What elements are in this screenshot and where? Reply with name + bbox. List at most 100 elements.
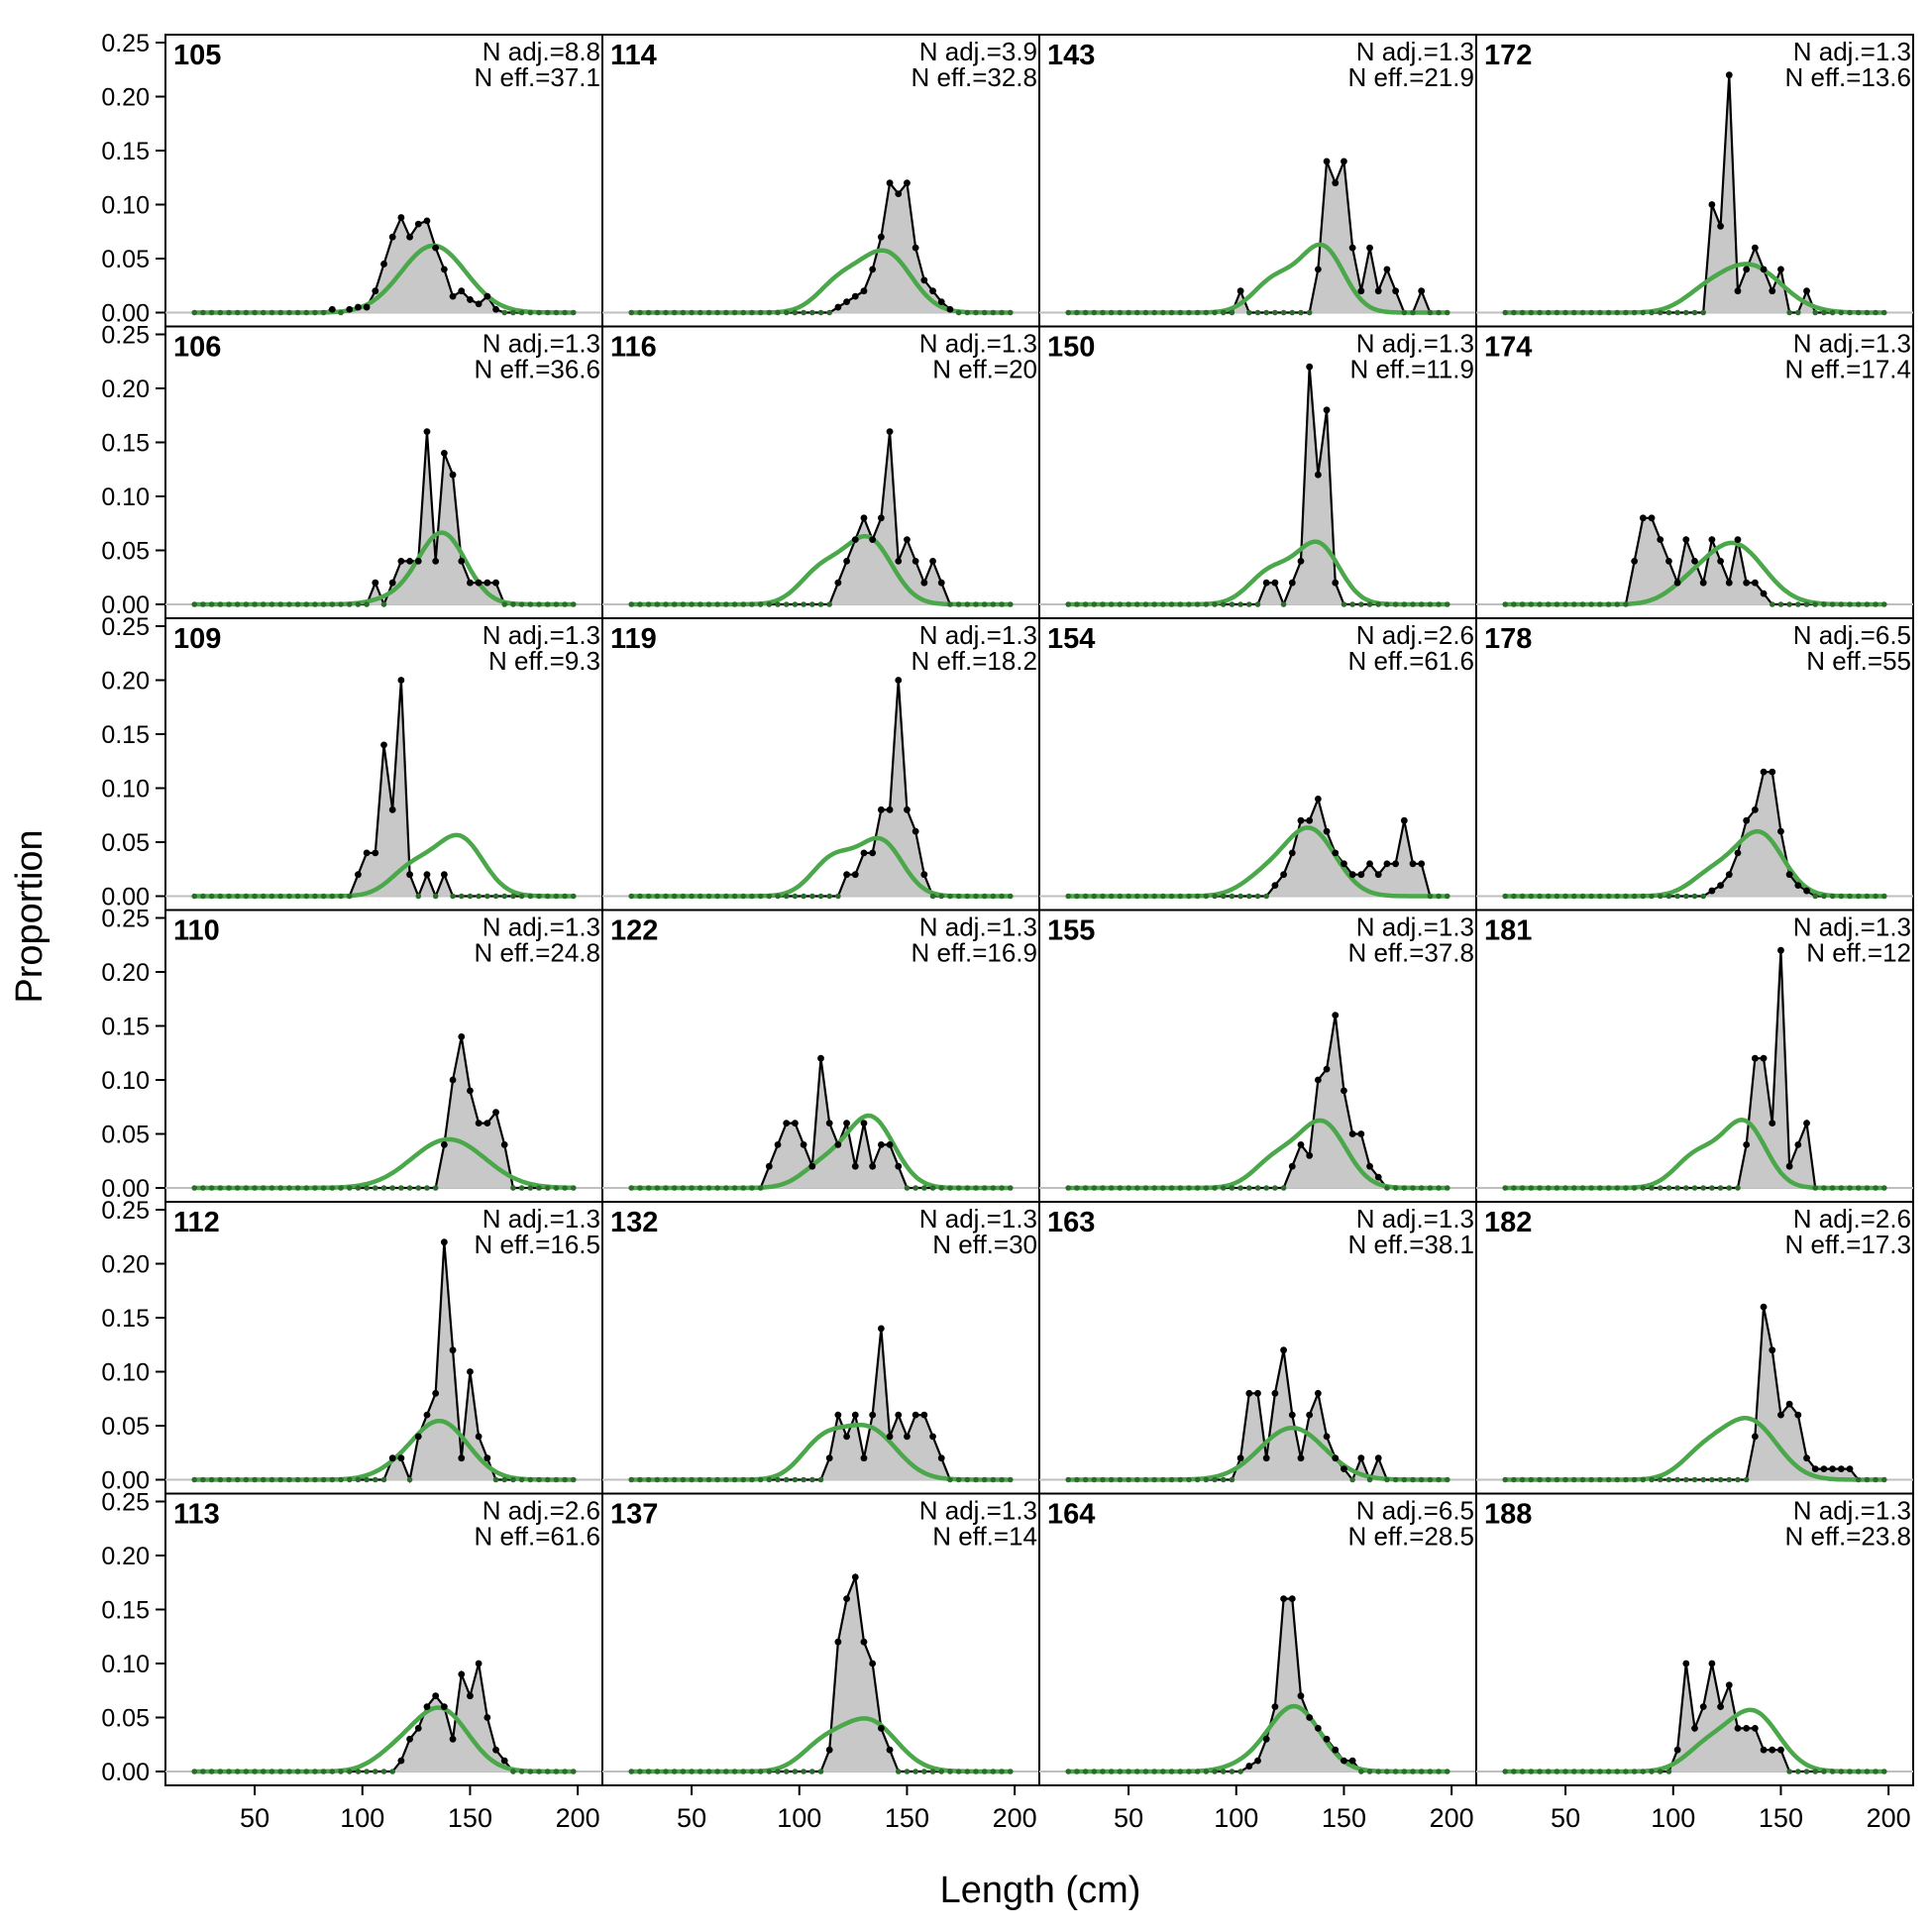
observed-point <box>1288 1162 1296 1170</box>
observed-point <box>637 601 643 607</box>
observed-point <box>654 601 661 607</box>
observed-point <box>1777 827 1784 835</box>
expected-line <box>1068 242 1448 315</box>
expected-line <box>1505 1707 1884 1774</box>
observed-point <box>1847 601 1853 607</box>
observed-point <box>1117 1769 1124 1774</box>
observed-point <box>1126 1476 1131 1483</box>
observed-point <box>817 1054 824 1062</box>
x-tick-label: 150 <box>885 1803 929 1833</box>
observed-point <box>1091 1476 1098 1483</box>
observed-point <box>783 1769 790 1774</box>
observed-point <box>929 1185 936 1191</box>
n-eff-label: N eff.=13.6 <box>1785 62 1911 92</box>
observed-point <box>1502 893 1509 900</box>
observed-point <box>1100 601 1106 607</box>
panel-109: 109 N adj.=1.3N eff.=9.3 <box>164 617 603 912</box>
observed-point <box>234 1769 241 1774</box>
observed-point <box>1734 287 1742 295</box>
observed-point <box>268 601 275 607</box>
observed-line <box>194 1663 574 1773</box>
n-eff-label: N eff.=28.5 <box>1348 1522 1474 1552</box>
observed-point <box>1271 1389 1279 1397</box>
n-eff-label: N eff.=17.3 <box>1785 1230 1911 1259</box>
observed-point <box>1375 1769 1382 1774</box>
observed-point <box>1795 1769 1801 1774</box>
observed-point <box>1717 1185 1724 1191</box>
observed-point <box>1168 1185 1175 1191</box>
observed-point <box>645 1185 652 1191</box>
observed-point <box>1631 1185 1638 1191</box>
observed-point <box>1743 816 1751 824</box>
observed-point <box>355 871 362 879</box>
observed-point <box>1570 1769 1577 1774</box>
observed-point <box>1614 601 1621 607</box>
observed-point <box>1117 601 1124 607</box>
observed-point <box>947 1769 953 1774</box>
observed-point <box>562 1185 568 1191</box>
observed-point <box>1410 309 1416 316</box>
observed-point <box>1631 558 1639 565</box>
observed-point <box>527 1769 534 1774</box>
observed-point <box>1126 601 1131 607</box>
observed-point <box>1297 1692 1305 1700</box>
observed-point <box>1864 893 1871 900</box>
observed-point <box>1743 1141 1751 1148</box>
observed-point <box>1348 244 1356 252</box>
observed-line <box>1505 1306 1884 1481</box>
observed-point <box>277 893 283 900</box>
observed-point <box>570 1185 577 1191</box>
observed-point <box>1829 893 1836 900</box>
observed-point <box>1864 309 1871 316</box>
observed-point <box>1272 309 1278 316</box>
observed-point <box>705 1769 712 1774</box>
n-eff-label: N eff.=9.3 <box>488 646 600 676</box>
observed-point <box>355 1476 362 1483</box>
observed-point <box>886 805 894 813</box>
observed-point <box>834 303 842 311</box>
panel-174: 174 N adj.=1.3N eff.=17.4 <box>1475 325 1914 619</box>
n-eff-label: N eff.=38.1 <box>1348 1230 1474 1259</box>
y-tick-label: 0.10 <box>101 192 150 220</box>
observed-point <box>1314 1076 1322 1084</box>
observed-point <box>458 558 466 565</box>
observed-point <box>1545 309 1552 316</box>
y-tick-label: 0.00 <box>101 1467 150 1495</box>
observed-point <box>406 1185 413 1191</box>
observed-point <box>1133 601 1140 607</box>
observed-point <box>200 601 206 607</box>
observed-point <box>1786 601 1792 607</box>
observed-point <box>1288 579 1296 587</box>
observed-point <box>834 1638 842 1646</box>
observed-point <box>1717 1476 1724 1483</box>
observed-point <box>1436 893 1442 900</box>
observed-point <box>1383 266 1391 273</box>
observed-point <box>501 601 508 607</box>
observed-point <box>423 1703 431 1710</box>
panel-label: 172 <box>1484 40 1532 71</box>
panel-label: 150 <box>1047 332 1095 364</box>
observed-point <box>869 536 877 543</box>
observed-point <box>492 1746 499 1754</box>
observed-point <box>973 601 979 607</box>
observed-point <box>389 1185 395 1191</box>
observed-point <box>1812 1769 1819 1774</box>
observed-point <box>1570 601 1577 607</box>
observed-point <box>1229 1185 1235 1191</box>
observed-point <box>483 292 491 300</box>
observed-point <box>1700 1476 1706 1483</box>
observed-point <box>955 1769 962 1774</box>
n-eff-label: N eff.=36.6 <box>475 355 600 384</box>
observed-point <box>1760 1303 1768 1311</box>
y-tick-label: 0.15 <box>101 1305 150 1333</box>
observed-point <box>749 1476 755 1483</box>
n-adj-label: N adj.=1.3 <box>1356 329 1474 359</box>
observed-point <box>1229 309 1235 316</box>
y-tick-label: 0.20 <box>101 376 150 403</box>
x-tick-label: 100 <box>1214 1803 1258 1833</box>
observed-point <box>1229 1476 1235 1483</box>
observed-point <box>1168 309 1175 316</box>
observed-point <box>1401 601 1408 607</box>
observed-point <box>663 1185 669 1191</box>
observed-point <box>1803 887 1810 895</box>
